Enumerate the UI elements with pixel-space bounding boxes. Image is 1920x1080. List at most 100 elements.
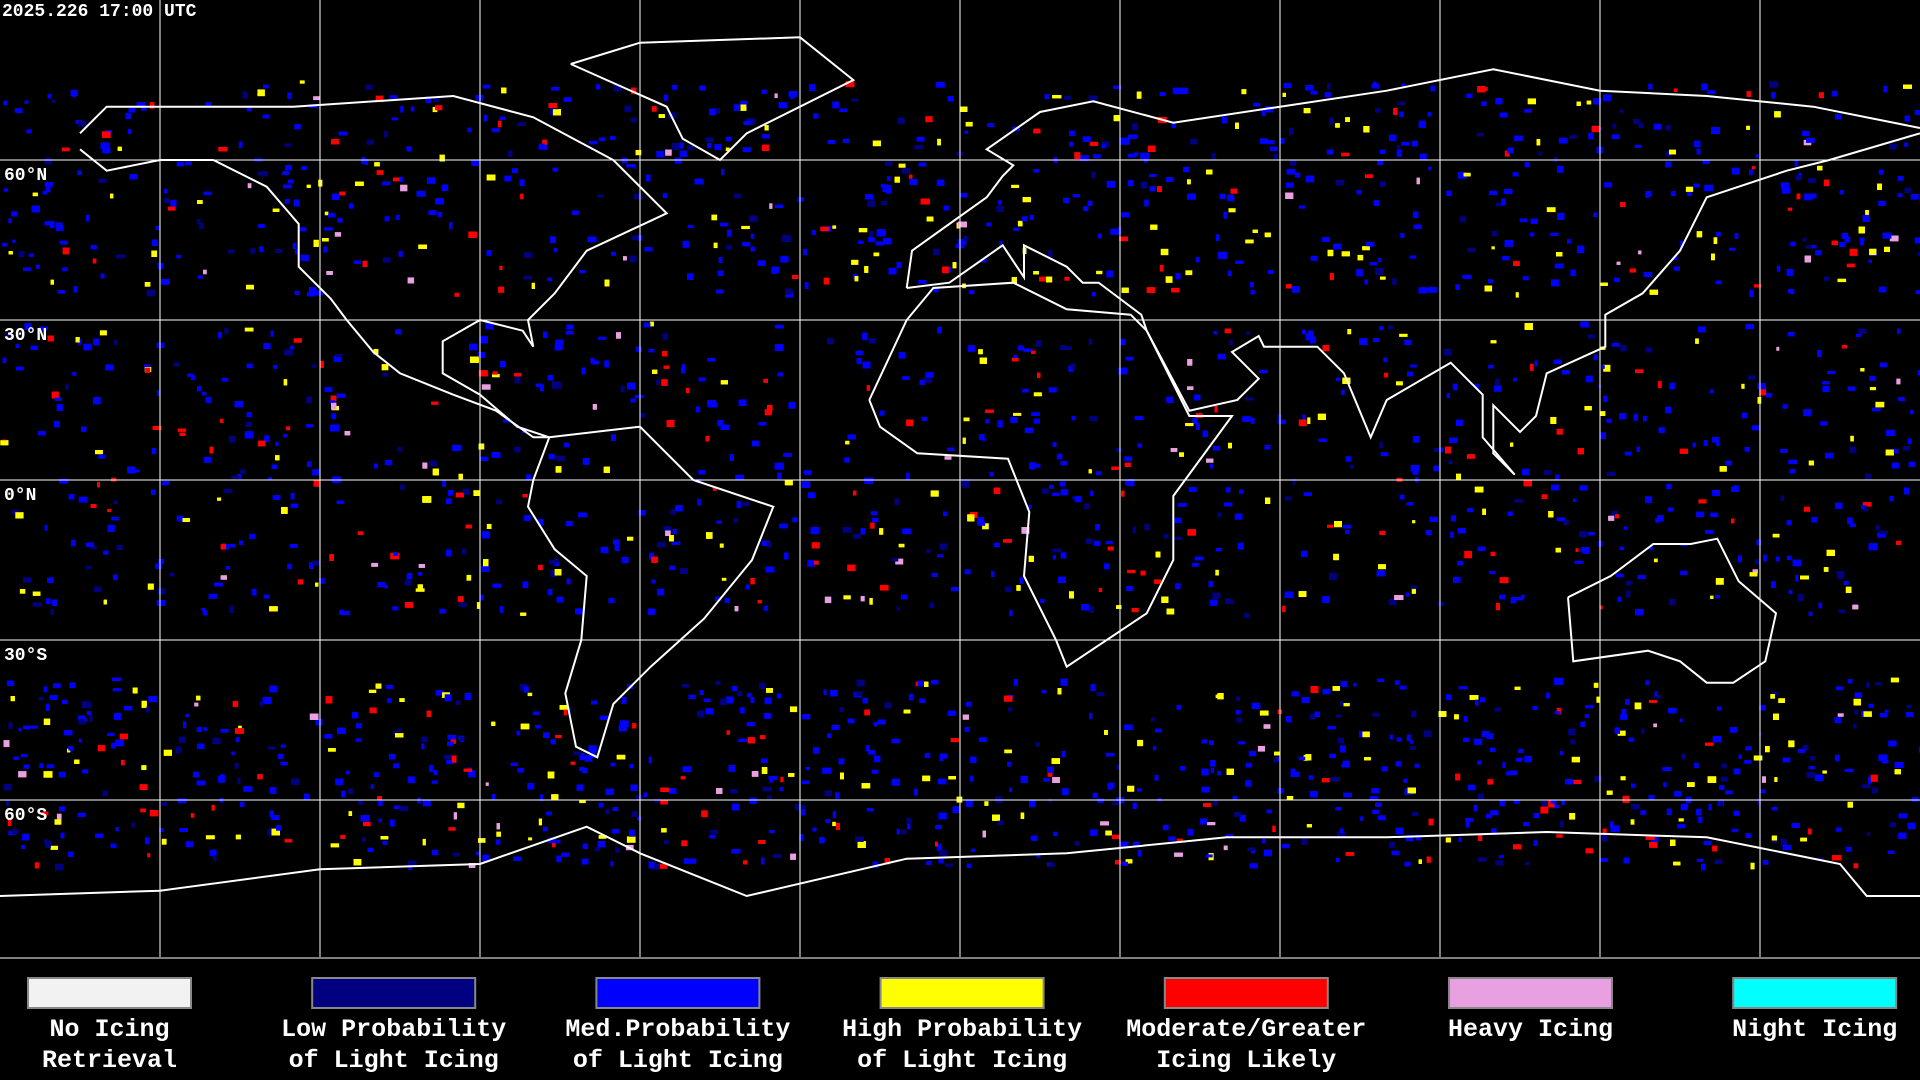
icing-pixel: [1035, 463, 1041, 468]
icing-pixel: [465, 524, 472, 529]
icing-pixel: [1307, 417, 1311, 424]
icing-pixel: [1797, 594, 1805, 602]
icing-pixel: [1854, 709, 1858, 715]
icing-pixel: [757, 260, 766, 266]
icing-pixel: [1803, 409, 1812, 417]
icing-pixel: [1150, 224, 1158, 230]
icing-pixel: [263, 594, 270, 599]
icing-pixel: [264, 435, 270, 443]
icing-pixel: [924, 753, 931, 758]
icing-pixel: [1714, 595, 1720, 599]
icing-pixel: [1245, 762, 1252, 768]
icing-pixel: [499, 606, 503, 613]
icing-pixel: [1551, 279, 1560, 287]
icing-pixel: [594, 847, 600, 852]
icing-pixel: [638, 510, 646, 516]
icing-pixel: [1473, 738, 1483, 745]
icing-pixel: [1653, 123, 1662, 130]
icing-pixel: [1201, 768, 1209, 776]
icing-pixel: [176, 515, 184, 522]
icing-pixel: [1822, 385, 1830, 393]
icing-pixel: [1281, 843, 1290, 849]
icing-pixel: [121, 760, 125, 766]
icing-pixel: [750, 578, 755, 585]
icing-pixel: [397, 728, 401, 732]
icing-pixel: [19, 589, 26, 594]
icing-pixel: [1904, 115, 1911, 122]
icing-pixel: [194, 702, 199, 707]
icing-pixel: [1440, 447, 1444, 453]
icing-pixel: [392, 731, 397, 735]
icing-pixel: [1748, 375, 1756, 380]
icing-pixel: [78, 496, 88, 503]
icing-pixel: [136, 102, 146, 106]
icing-pixel: [442, 480, 446, 487]
icing-pixel: [89, 715, 93, 722]
icing-pixel: [112, 688, 121, 692]
icing-pixel: [970, 775, 974, 782]
icing-pixel: [1604, 182, 1613, 188]
icing-pixel: [1759, 389, 1766, 396]
icing-pixel: [1443, 349, 1452, 356]
icing-pixel: [1868, 543, 1878, 551]
icing-pixel: [1036, 853, 1041, 859]
icing-pixel: [797, 197, 804, 202]
icing-pixel: [1588, 132, 1594, 140]
icing-pixel: [445, 498, 452, 504]
icing-pixel: [576, 784, 583, 791]
icing-pixel: [528, 837, 533, 841]
icing-pixel: [345, 770, 350, 775]
icing-pixel: [661, 828, 667, 833]
icing-pixel: [1060, 552, 1067, 559]
icing-pixel: [1890, 449, 1899, 454]
icing-pixel: [289, 345, 295, 350]
icing-pixel: [257, 89, 265, 97]
icing-pixel: [1670, 191, 1676, 196]
icing-pixel: [1165, 276, 1173, 283]
icing-pixel: [1596, 696, 1600, 703]
icing-pixel: [98, 178, 107, 183]
icing-pixel: [285, 199, 290, 204]
icing-pixel: [964, 727, 969, 732]
icing-pixel: [1603, 94, 1611, 102]
icing-pixel: [564, 442, 569, 448]
icing-pixel: [18, 771, 27, 778]
icing-pixel: [965, 121, 973, 127]
icing-pixel: [739, 707, 745, 714]
icing-pixel: [435, 105, 443, 111]
icing-pixel: [931, 680, 939, 685]
icing-pixel: [792, 517, 798, 523]
icing-pixel: [1771, 835, 1777, 841]
icing-pixel: [1418, 859, 1422, 864]
icing-pixel: [361, 837, 366, 842]
icing-pixel: [1081, 604, 1089, 611]
icing-pixel: [991, 571, 995, 577]
icing-pixel: [1807, 828, 1812, 835]
icing-pixel: [211, 804, 215, 811]
icing-pixel: [671, 541, 681, 545]
icing-pixel: [258, 440, 266, 447]
icing-pixel: [1493, 385, 1502, 392]
icing-pixel: [1357, 254, 1364, 261]
icing-pixel: [1883, 85, 1888, 93]
icing-pixel: [864, 194, 873, 200]
icing-pixel: [1061, 788, 1069, 796]
icing-pixel: [1427, 112, 1432, 117]
icing-pixel: [449, 222, 453, 230]
icing-pixel: [1273, 758, 1278, 763]
icing-pixel: [1871, 407, 1881, 412]
icing-pixel: [1275, 756, 1281, 762]
icing-pixel: [1183, 166, 1190, 173]
icing-pixel: [1162, 824, 1169, 831]
icing-pixel: [107, 732, 115, 736]
icing-pixel: [62, 267, 68, 272]
icing-pixel: [1153, 746, 1157, 751]
icing-pixel: [1107, 546, 1114, 551]
icing-pixel: [1731, 828, 1739, 833]
icing-pixel: [1837, 575, 1844, 580]
icing-pixel: [896, 606, 900, 611]
icing-pixel: [1763, 554, 1767, 562]
icing-pixel: [1543, 470, 1552, 475]
icing-pixel: [930, 490, 939, 497]
icing-pixel: [163, 749, 172, 756]
